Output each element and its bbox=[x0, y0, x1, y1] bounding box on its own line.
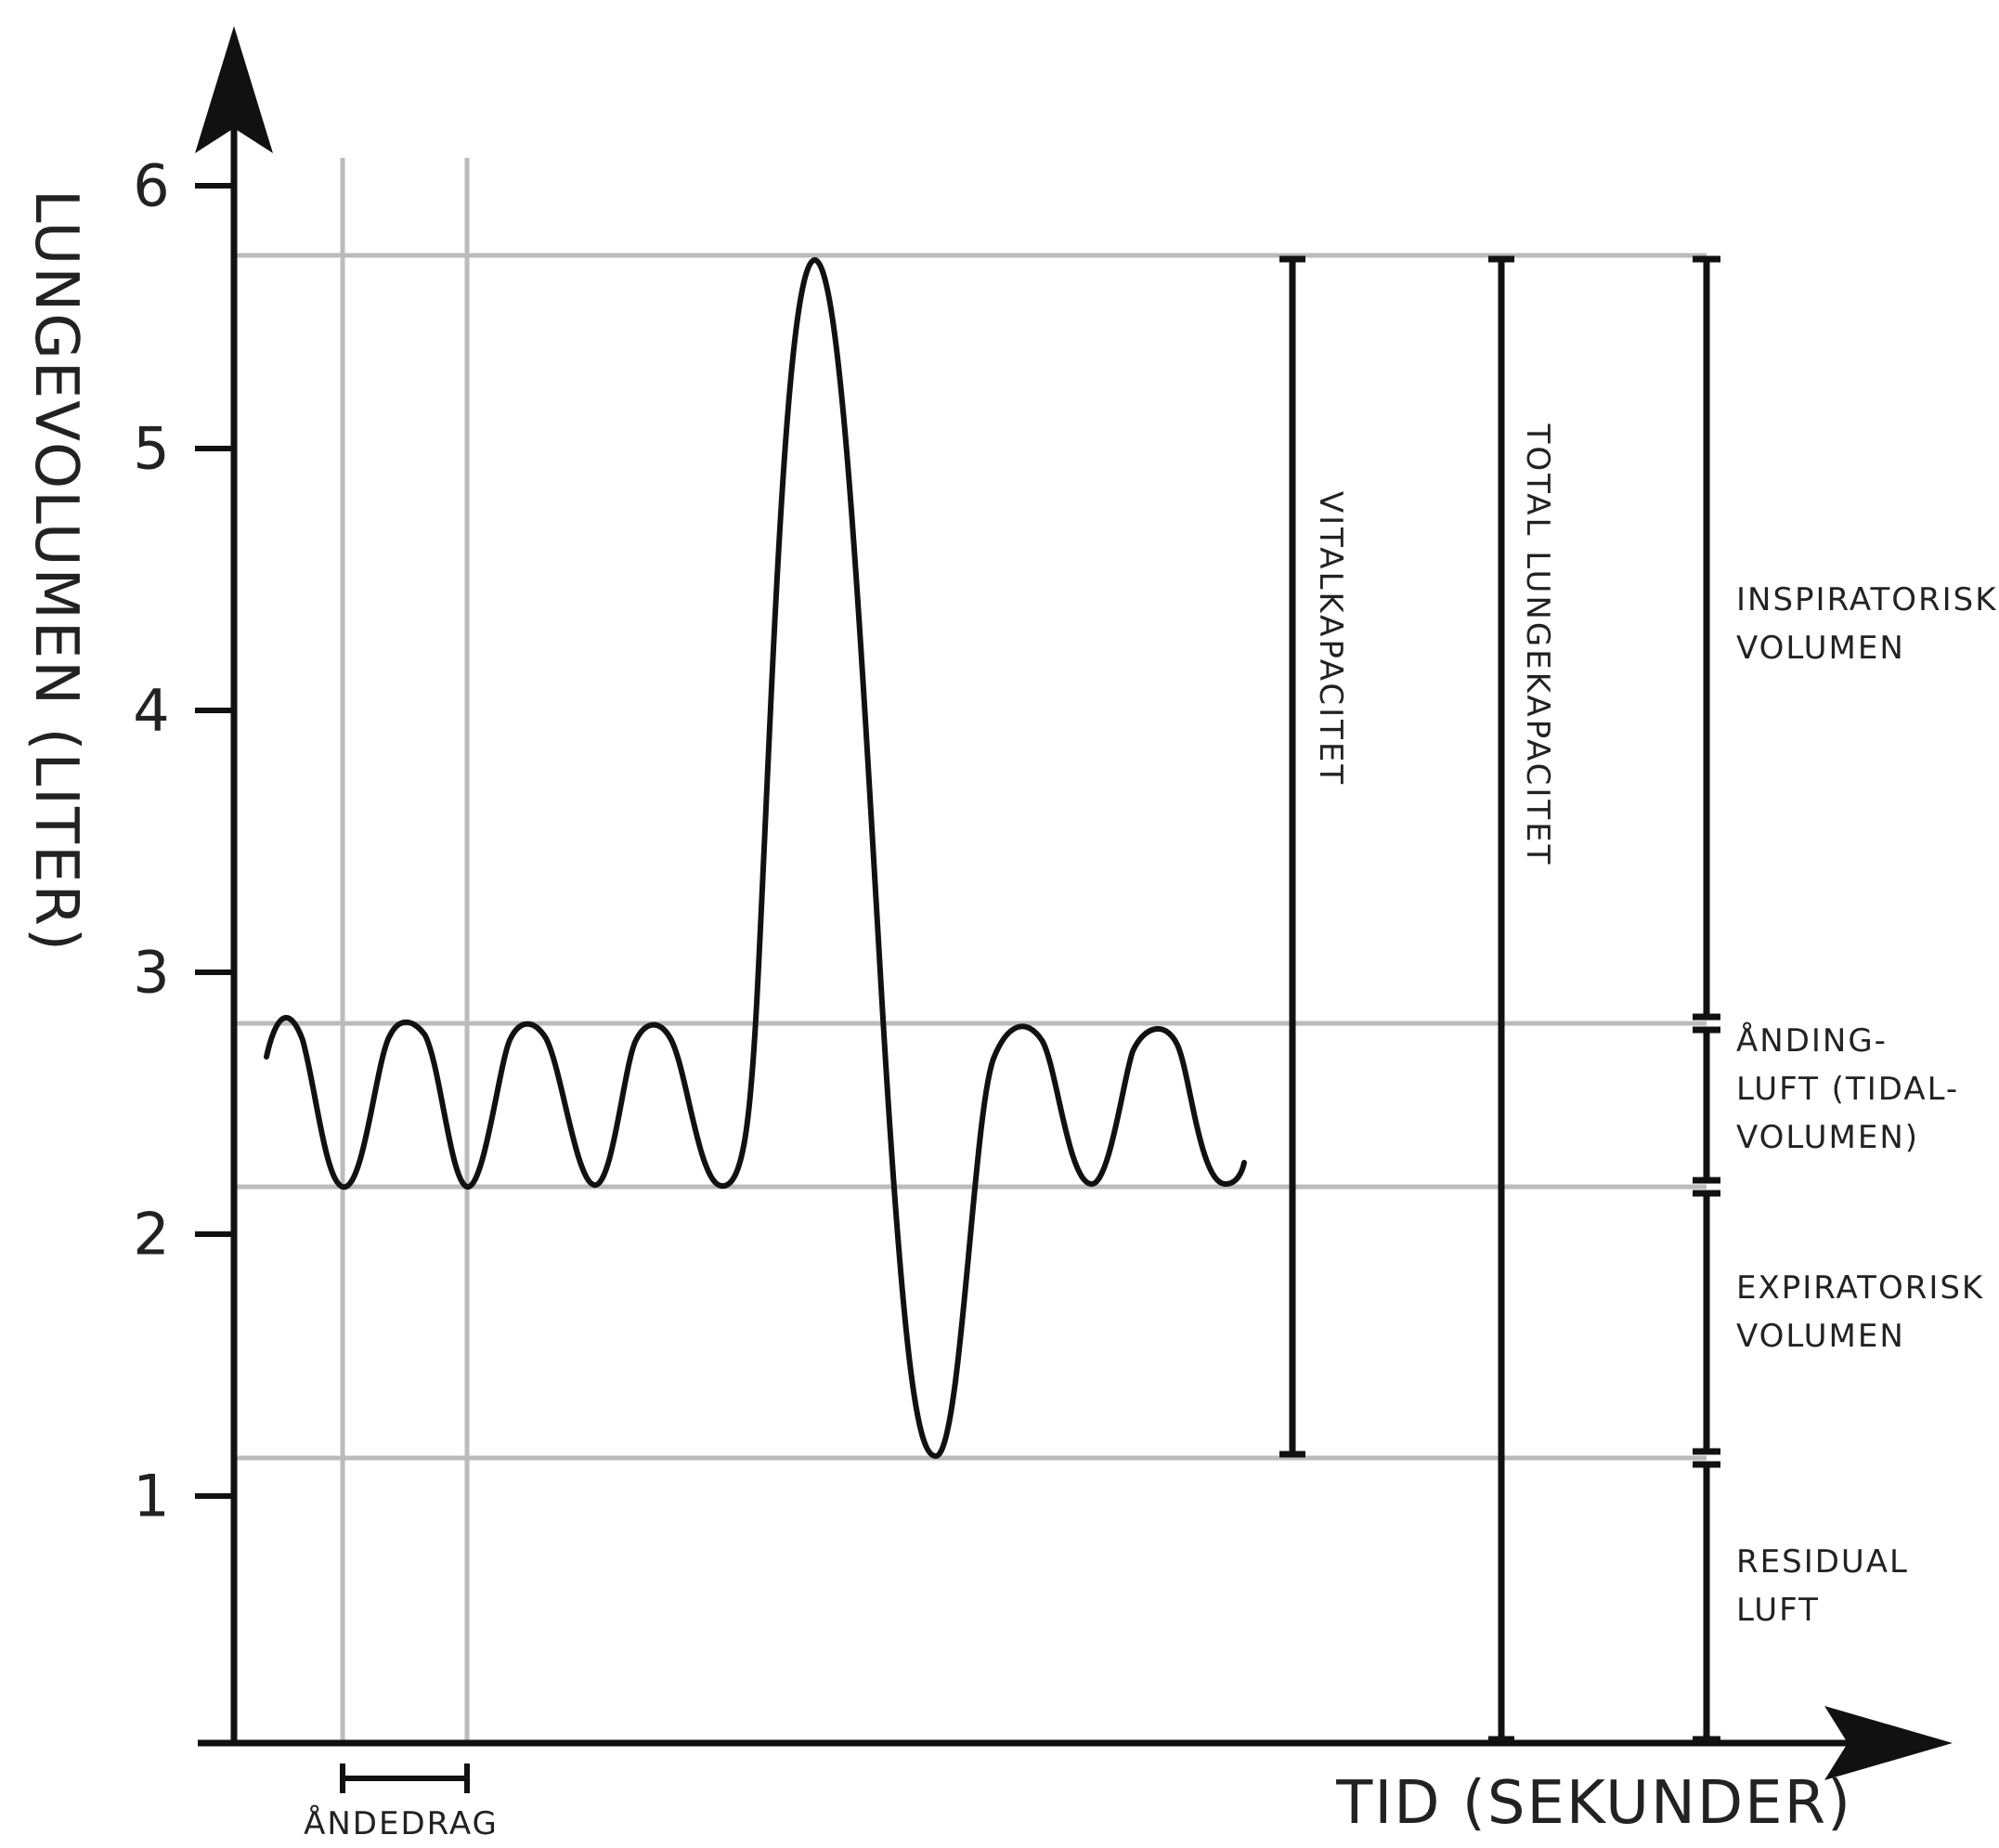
x-axis-title: TID (SEKUNDER) bbox=[1335, 1769, 1852, 1838]
residual-volume-label: RESIDUAL LUFT bbox=[1736, 1543, 1921, 1629]
x-axis-arrow-icon bbox=[1824, 1706, 1953, 1780]
y-tick-label-3: 3 bbox=[133, 939, 169, 1007]
y-axis-title: LUNGEVOLUMEN (LITER) bbox=[21, 189, 90, 953]
vital-capacity-bracket bbox=[1279, 255, 1305, 1458]
volume-segment-bar bbox=[1693, 255, 1720, 1743]
lung-volume-curve bbox=[264, 257, 1247, 1459]
y-tick-label-2: 2 bbox=[133, 1201, 169, 1269]
inspiratory-volume-label: INSPIRATORISK VOLUMEN bbox=[1736, 581, 1999, 667]
y-axis-arrow-icon bbox=[195, 26, 273, 153]
y-tick-label-5: 5 bbox=[133, 415, 169, 483]
breath-label: ÅNDEDRAG bbox=[304, 1804, 499, 1842]
y-tick-label-6: 6 bbox=[133, 152, 169, 220]
vital-capacity-label: VITALKAPACITET bbox=[1312, 491, 1349, 787]
expiratory-volume-label: EXPIRATORISK VOLUMEN bbox=[1736, 1269, 1996, 1355]
breath-bracket bbox=[340, 1763, 470, 1793]
tidal-volume-label: ÅNDING- LUFT (TIDAL- VOLUMEN) bbox=[1736, 1022, 1971, 1156]
total-capacity-bracket bbox=[1488, 255, 1514, 1743]
y-ticks bbox=[195, 183, 234, 1499]
y-tick-label-4: 4 bbox=[133, 677, 169, 745]
y-tick-label-1: 1 bbox=[133, 1463, 169, 1530]
total-capacity-label: TOTAL LUNGEKAPACITET bbox=[1519, 423, 1556, 867]
